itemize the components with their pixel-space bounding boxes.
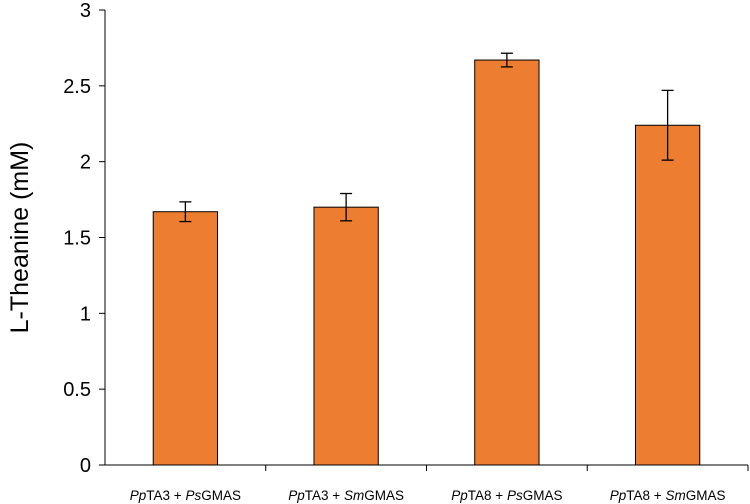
y-tick-label: 2 — [80, 152, 91, 174]
error-bar — [500, 52, 513, 68]
y-tick-label: 1.5 — [63, 228, 91, 250]
error-bar — [340, 192, 353, 222]
x-tick-label: PpTA3 + SmGMAS — [288, 488, 404, 503]
y-tick-label: 0 — [80, 455, 91, 477]
x-axis-tick-labels: PpTA3 + PsGMAS PpTA3 + SmGMAS PpTA8 + PsGM… — [130, 465, 749, 503]
bar — [152, 211, 219, 466]
bar — [474, 59, 540, 466]
error-bar — [661, 89, 674, 161]
error-bars — [179, 52, 674, 223]
x-tick-label: PpTA3 + PsGMAS — [130, 488, 241, 503]
y-tick-label: 3 — [80, 0, 91, 22]
y-tick-label: 2.5 — [63, 76, 91, 98]
bar — [313, 206, 379, 466]
y-axis-ticks: 0 0.5 1 1.5 2 2.5 3 — [63, 0, 105, 477]
bars — [152, 59, 701, 466]
x-tick-label: PpTA8 + SmGMAS — [610, 488, 726, 503]
y-axis-title: L-Theanine (mM) — [6, 142, 34, 334]
y-tick-label: 0.5 — [63, 379, 91, 401]
error-bar — [179, 201, 192, 223]
bar — [634, 124, 701, 466]
x-tick-label: PpTA8 + PsGMAS — [451, 488, 562, 503]
y-tick-label: 1 — [80, 303, 91, 325]
